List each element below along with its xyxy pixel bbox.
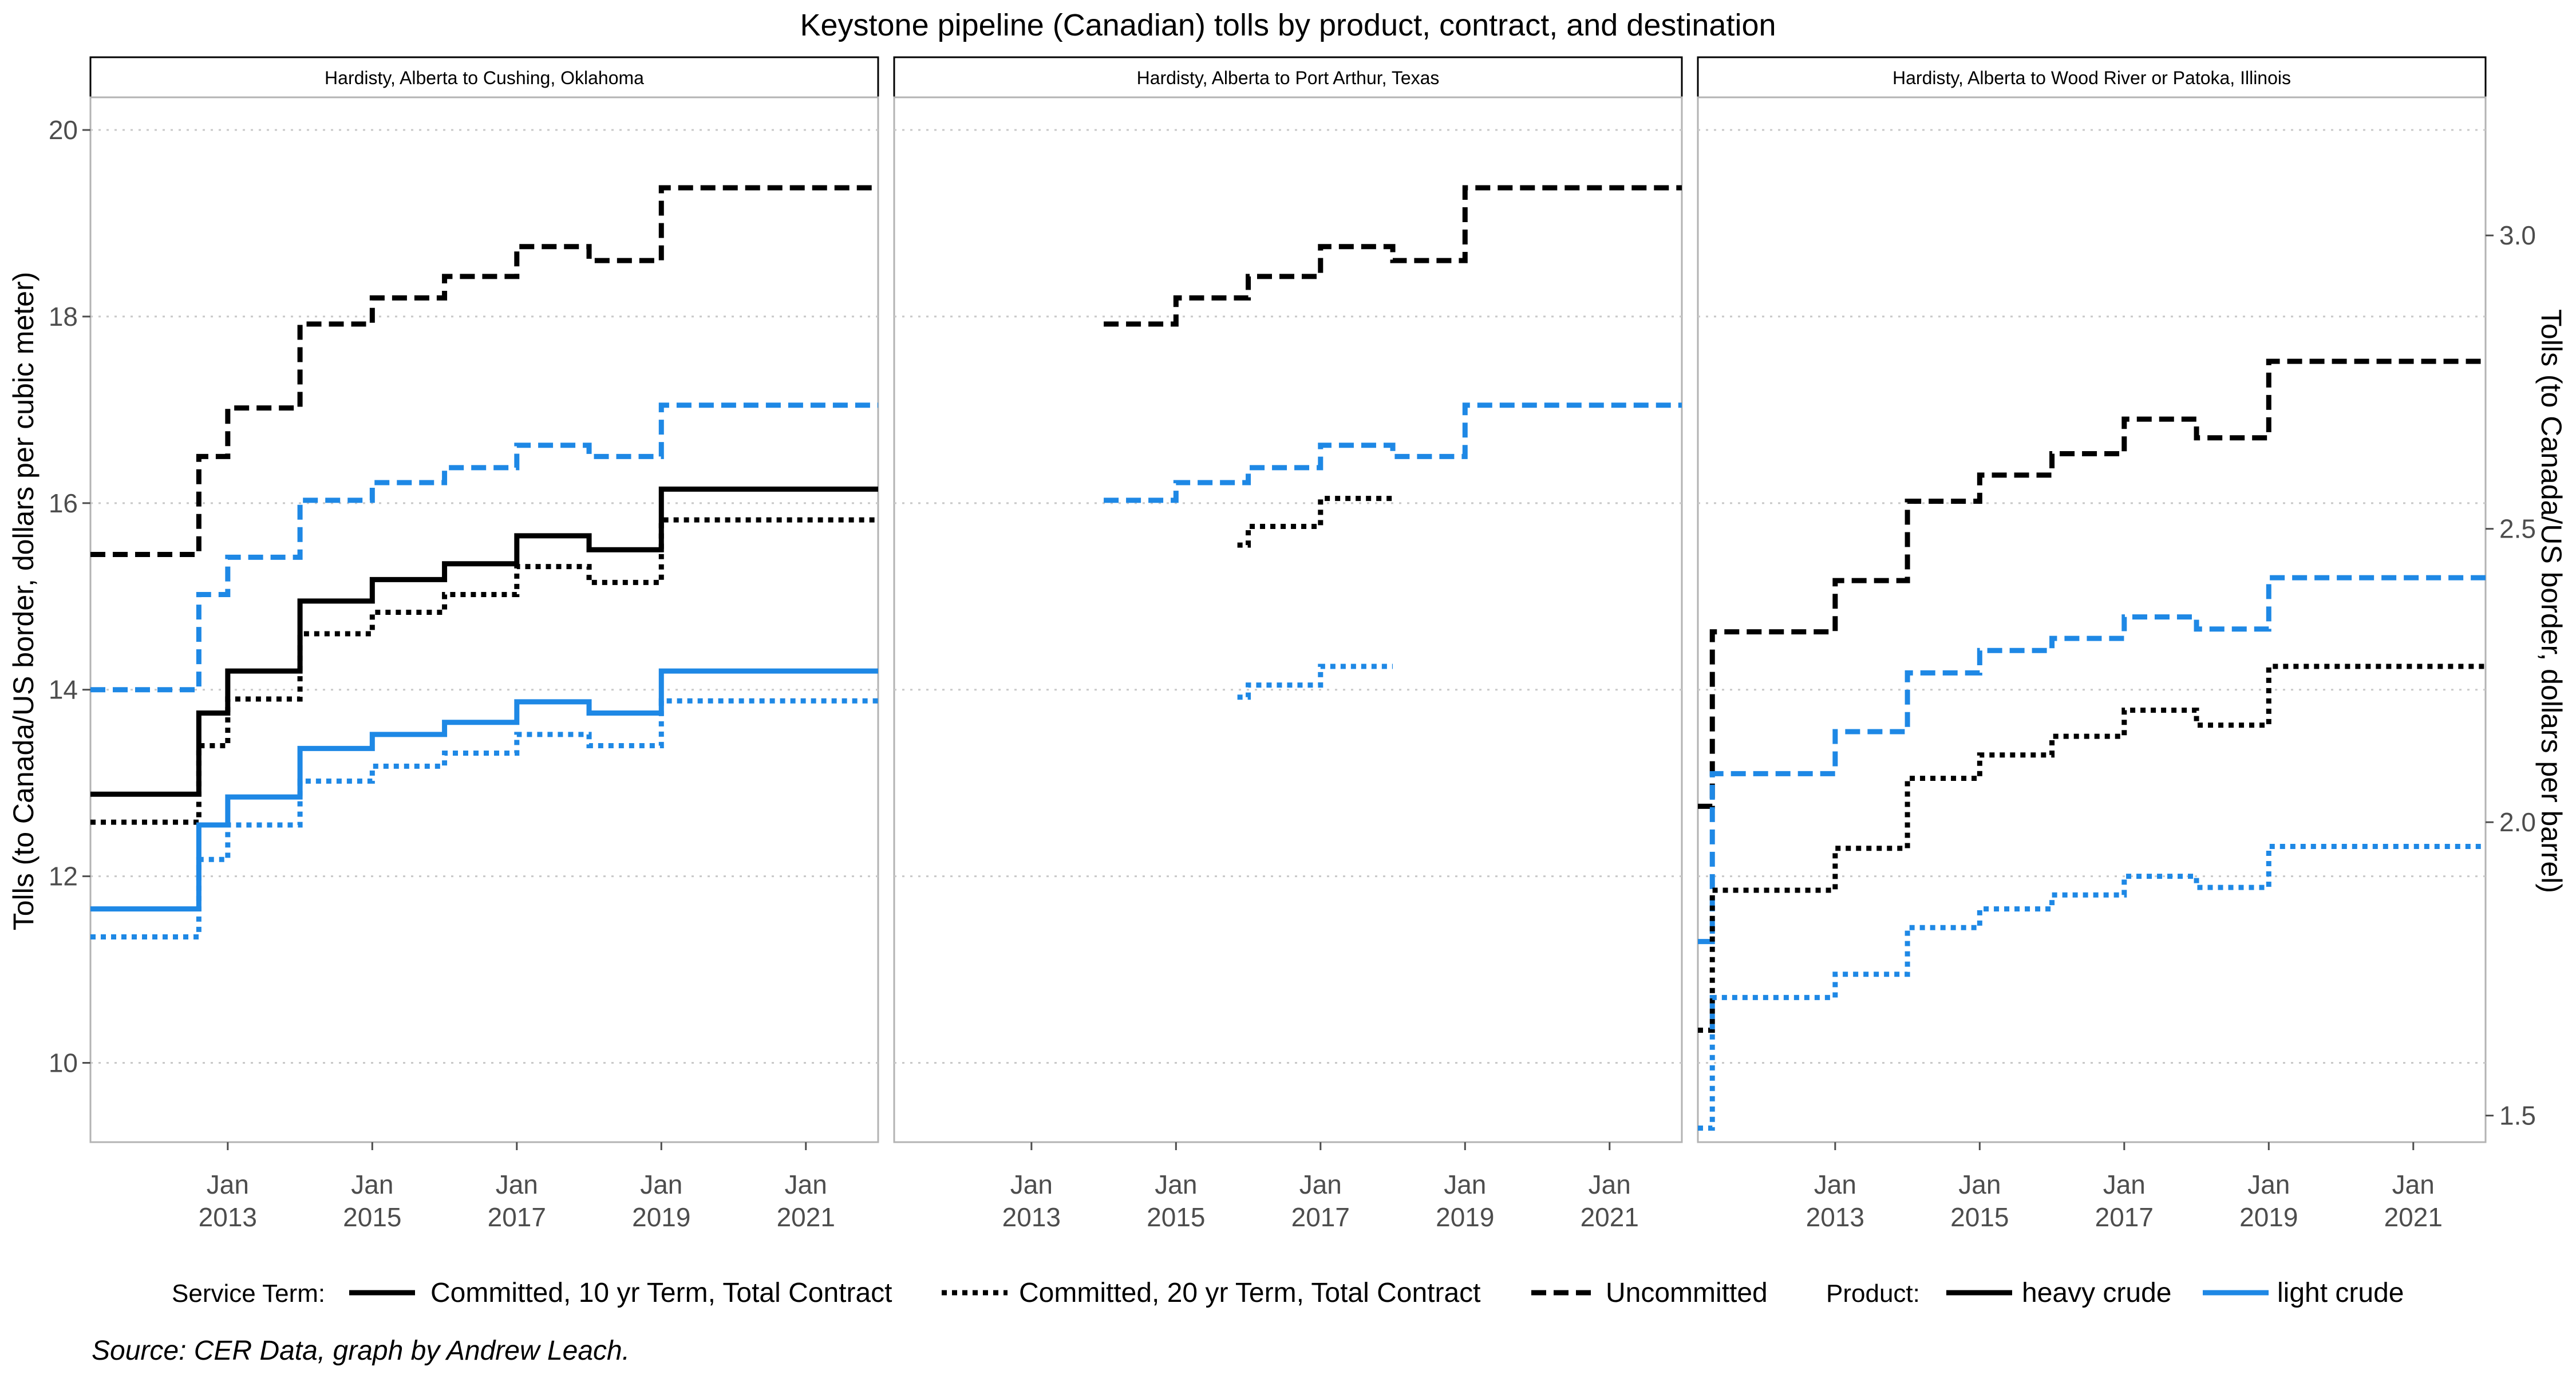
- series-line: [90, 698, 878, 940]
- series-line: [1698, 664, 2486, 1033]
- series-line: [1698, 575, 2486, 945]
- y2-tick-label: 3.0: [2499, 220, 2536, 250]
- series-line: [1237, 664, 1393, 700]
- x-tick-label: Jan: [1155, 1170, 1197, 1199]
- facet-strip: [89, 56, 879, 98]
- series-line: [90, 185, 878, 557]
- facet-strip: [1697, 56, 2487, 98]
- x-tick-label: 2019: [1436, 1202, 1494, 1232]
- x-tick-label: Jan: [496, 1170, 538, 1199]
- y-axis-left: 10 12 14 16 18 20: [49, 115, 90, 1077]
- y-axis-title: Tolls (to Canada/US border, dollars per …: [7, 272, 39, 931]
- y2-tick-label: 2.0: [2499, 807, 2536, 837]
- legend-label-service: Committed, 20 yr Term, Total Contract: [1019, 1278, 1481, 1308]
- x-tick-label: 2017: [488, 1202, 546, 1232]
- x-tick-label: Jan: [2247, 1170, 2290, 1199]
- x-tick-label: 2015: [1950, 1202, 2009, 1232]
- facet-strip-label: Hardisty, Alberta to Wood River or Patok…: [1893, 68, 2291, 88]
- panel-border: [89, 96, 879, 1143]
- x-tick-label: Jan: [1814, 1170, 1856, 1199]
- x-tick-label: Jan: [1010, 1170, 1053, 1199]
- x-tick-label: 2017: [2095, 1202, 2154, 1232]
- series-line: [90, 402, 878, 693]
- chart-title: Keystone pipeline (Canadian) tolls by pr…: [800, 8, 1776, 42]
- x-tick-label: 2021: [2384, 1202, 2443, 1232]
- series-line: [1698, 358, 2486, 809]
- panel-border: [893, 96, 1683, 1143]
- legend: Service Term: Committed, 10 yr Term, Tota…: [172, 1278, 2404, 1308]
- facet-panel: Hardisty, Alberta to Cushing, Oklahoma Ja…: [89, 56, 879, 1232]
- y-tick-label: 20: [49, 115, 78, 145]
- x-tick-label: Jan: [351, 1170, 393, 1199]
- x-tick-label: 2013: [1002, 1202, 1061, 1232]
- x-tick-label: Jan: [1299, 1170, 1342, 1199]
- x-tick-label: Jan: [207, 1170, 249, 1199]
- legend-label-product: light crude: [2277, 1278, 2404, 1308]
- legend-title-service: Service Term:: [172, 1280, 325, 1308]
- x-tick-label: 2015: [1147, 1202, 1205, 1232]
- y-axis-right: 1.5 2.0 2.5 3.0: [2486, 220, 2536, 1131]
- y-tick-label: 18: [49, 302, 78, 331]
- y2-axis-title: Tolls (to Canada/US border, dollars per …: [2535, 309, 2567, 893]
- x-tick-label: Jan: [2392, 1170, 2435, 1199]
- x-tick-label: 2019: [632, 1202, 690, 1232]
- x-tick-label: Jan: [1589, 1170, 1631, 1199]
- series-line: [1104, 402, 1682, 503]
- facet-strip: [893, 56, 1683, 98]
- legend-label-service: Committed, 10 yr Term, Total Contract: [430, 1278, 892, 1308]
- y-tick-label: 16: [49, 488, 78, 518]
- x-tick-label: Jan: [785, 1170, 827, 1199]
- series-line: [90, 668, 878, 912]
- facet-strip-label: Hardisty, Alberta to Port Arthur, Texas: [1137, 68, 1440, 88]
- x-tick-label: 2017: [1291, 1202, 1350, 1232]
- series-line: [1104, 185, 1682, 327]
- legend-label-product: heavy crude: [2022, 1278, 2172, 1308]
- x-tick-label: 2013: [199, 1202, 257, 1232]
- x-tick-label: Jan: [1444, 1170, 1486, 1199]
- x-tick-label: 2013: [1806, 1202, 1864, 1232]
- legend-title-product: Product:: [1826, 1280, 1920, 1308]
- facet-strip-label: Hardisty, Alberta to Cushing, Oklahoma: [325, 68, 644, 88]
- x-tick-label: Jan: [640, 1170, 682, 1199]
- y2-tick-label: 1.5: [2499, 1101, 2536, 1131]
- series-line: [90, 517, 878, 825]
- facet-panel: Hardisty, Alberta to Wood River or Patok…: [1697, 56, 2487, 1232]
- facet-panels: Hardisty, Alberta to Cushing, Oklahoma Ja…: [89, 56, 2487, 1232]
- y-tick-label: 12: [49, 862, 78, 891]
- x-tick-label: 2019: [2239, 1202, 2298, 1232]
- y2-tick-label: 2.5: [2499, 514, 2536, 544]
- y-tick-label: 14: [49, 675, 78, 705]
- x-tick-label: 2021: [777, 1202, 835, 1232]
- facet-panel: Hardisty, Alberta to Port Arthur, Texas J…: [893, 56, 1683, 1232]
- series-line: [1237, 496, 1393, 548]
- x-tick-label: Jan: [1958, 1170, 2001, 1199]
- x-tick-label: 2015: [343, 1202, 401, 1232]
- y-tick-label: 10: [49, 1048, 78, 1077]
- legend-label-service: Uncommitted: [1606, 1278, 1768, 1308]
- x-tick-label: Jan: [2103, 1170, 2146, 1199]
- chart-caption: Source: CER Data, graph by Andrew Leach.: [92, 1336, 630, 1366]
- x-tick-label: 2021: [1581, 1202, 1639, 1232]
- panel-border: [1697, 96, 2487, 1143]
- series-line: [90, 486, 878, 797]
